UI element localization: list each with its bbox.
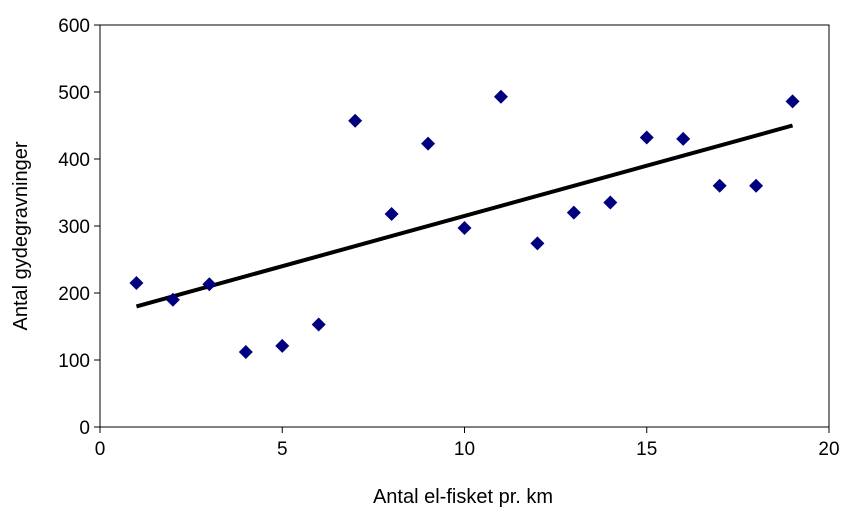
y-tick-label: 100 — [58, 351, 90, 372]
x-axis-title: Antal el-fisket pr. km — [373, 486, 553, 508]
x-tick-label: 10 — [454, 439, 475, 460]
x-tick-label: 5 — [277, 439, 288, 460]
data-point — [348, 113, 363, 128]
data-point — [712, 178, 727, 193]
data-points-layer — [129, 89, 800, 359]
data-point — [603, 195, 618, 210]
data-point — [493, 89, 508, 104]
data-point — [457, 221, 472, 236]
data-point — [129, 275, 144, 290]
linear-trendline — [135, 123, 794, 309]
data-point — [676, 131, 691, 146]
data-point — [165, 292, 180, 307]
data-point — [530, 236, 545, 251]
y-tick-label: 0 — [79, 418, 90, 439]
data-point — [384, 206, 399, 221]
x-tick-label: 0 — [95, 439, 106, 460]
y-tick-label: 600 — [58, 16, 90, 37]
y-tick-label: 200 — [58, 284, 90, 305]
y-tick-label: 400 — [58, 150, 90, 171]
y-axis-title: Antal gydegravninger — [10, 141, 32, 330]
y-axis-ticks: 0 100 200 300 400 500 600 — [58, 16, 100, 439]
y-tick-label: 500 — [58, 83, 90, 104]
data-point — [238, 344, 253, 359]
y-tick-label: 300 — [58, 217, 90, 238]
x-axis-ticks: 0 5 10 15 20 — [95, 427, 840, 460]
data-point — [566, 205, 581, 220]
x-tick-label: 20 — [818, 439, 839, 460]
x-tick-label: 15 — [636, 439, 657, 460]
data-point — [311, 317, 326, 332]
data-point — [202, 277, 217, 292]
data-point — [275, 338, 290, 353]
data-point — [749, 178, 764, 193]
data-point — [421, 136, 436, 151]
data-point — [785, 94, 800, 109]
trendline-layer — [135, 123, 794, 309]
data-point — [639, 130, 654, 145]
